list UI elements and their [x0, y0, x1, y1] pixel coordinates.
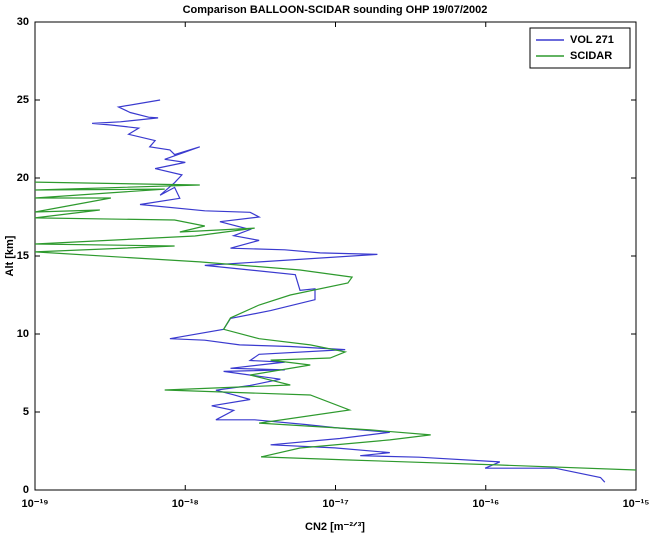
plot-frame — [34, 21, 637, 491]
x-tick-label: 10⁻¹⁵ — [623, 498, 650, 510]
x-tick-label: 10⁻¹⁶ — [472, 498, 499, 510]
y-tick-label: 0 — [23, 484, 29, 496]
y-tick-label: 25 — [17, 94, 29, 106]
chart-title: Comparison BALLOON-SCIDAR sounding OHP 1… — [183, 4, 488, 16]
y-axis-label: Alt [km] — [4, 235, 16, 276]
y-tick-label: 10 — [17, 328, 29, 340]
x-tick-label: 10⁻¹⁷ — [322, 498, 349, 510]
x-tick-label: 10⁻¹⁸ — [172, 498, 199, 510]
y-tick-label: 15 — [17, 250, 29, 262]
y-tick-label: 5 — [23, 406, 29, 418]
legend-label: SCIDAR — [570, 50, 612, 62]
x-axis-label: CN2 [m⁻²ᐟ³] — [305, 521, 365, 533]
legend-box — [529, 27, 631, 69]
data-line — [34, 181, 637, 471]
y-tick-label: 30 — [17, 16, 29, 28]
y-tick-label: 20 — [17, 172, 29, 184]
legend-label: VOL 271 — [570, 34, 614, 46]
x-tick-label: 10⁻¹⁹ — [22, 498, 49, 510]
data-line — [92, 99, 606, 483]
